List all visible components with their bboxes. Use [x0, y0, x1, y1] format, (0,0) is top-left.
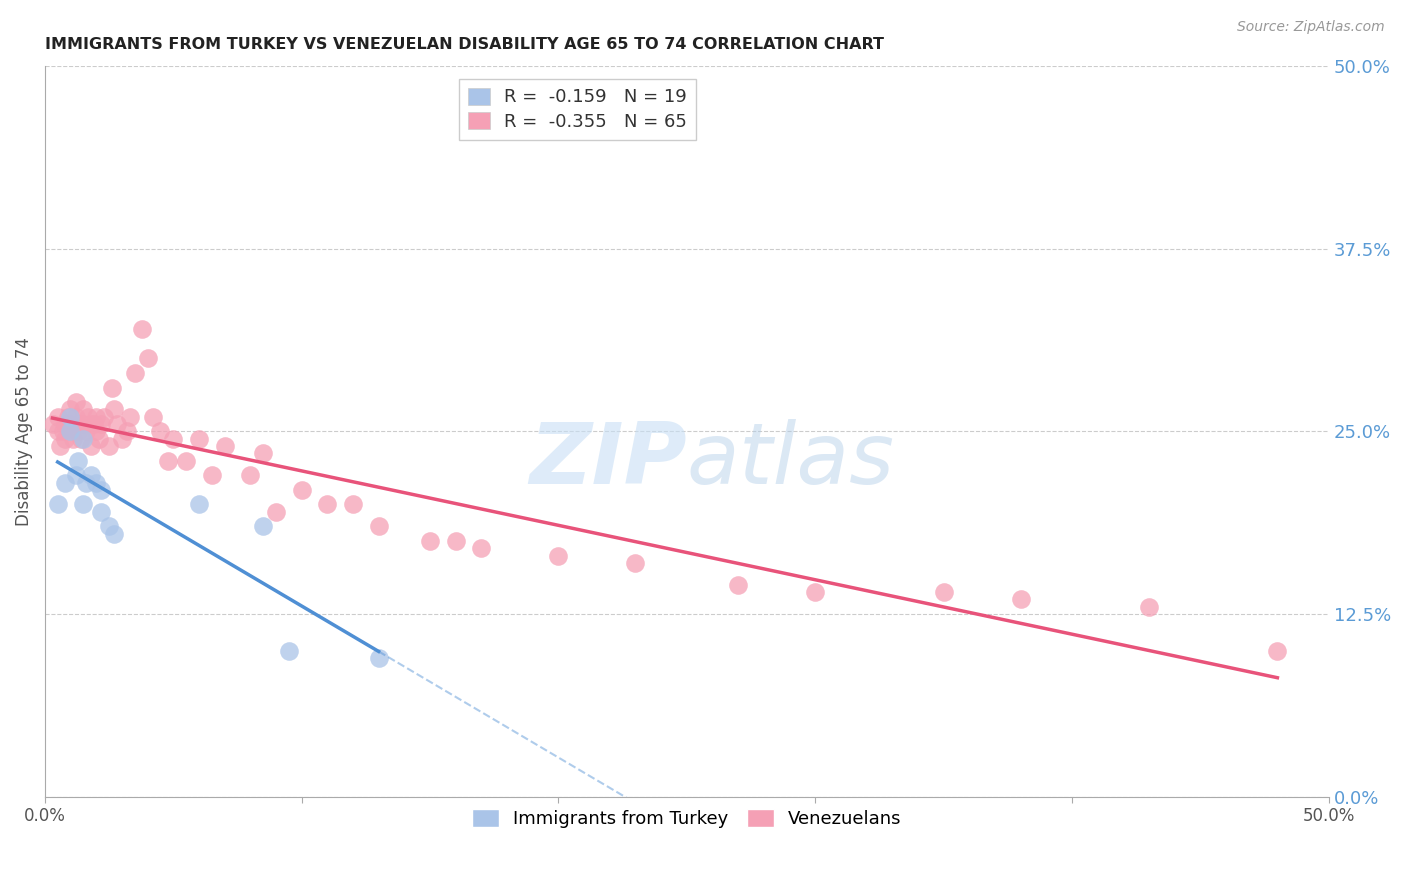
Text: IMMIGRANTS FROM TURKEY VS VENEZUELAN DISABILITY AGE 65 TO 74 CORRELATION CHART: IMMIGRANTS FROM TURKEY VS VENEZUELAN DIS…	[45, 37, 884, 53]
Point	[83, 417, 105, 431]
Point	[72, 417, 94, 431]
Point	[98, 519, 121, 533]
Point	[59, 409, 82, 424]
Point	[65, 395, 87, 409]
Point	[90, 417, 112, 431]
Point	[46, 498, 69, 512]
Point	[84, 475, 107, 490]
Point	[367, 651, 389, 665]
Point	[67, 453, 90, 467]
Point	[67, 425, 90, 439]
Point	[157, 453, 180, 467]
Point	[367, 519, 389, 533]
Point	[201, 468, 224, 483]
Point	[103, 402, 125, 417]
Point	[59, 402, 82, 417]
Legend: Immigrants from Turkey, Venezuelans: Immigrants from Turkey, Venezuelans	[464, 802, 908, 835]
Point	[932, 585, 955, 599]
Point	[80, 468, 103, 483]
Point	[59, 425, 82, 439]
Point	[1137, 599, 1160, 614]
Point	[187, 432, 209, 446]
Point	[69, 432, 91, 446]
Point	[65, 409, 87, 424]
Point	[52, 425, 75, 439]
Point	[252, 446, 274, 460]
Point	[46, 425, 69, 439]
Text: ZIP: ZIP	[529, 419, 686, 502]
Point	[90, 483, 112, 497]
Point	[444, 533, 467, 548]
Point	[239, 468, 262, 483]
Point	[115, 425, 138, 439]
Point	[62, 432, 84, 446]
Point	[142, 409, 165, 424]
Point	[105, 417, 128, 431]
Point	[67, 417, 90, 431]
Point	[342, 498, 364, 512]
Point	[90, 505, 112, 519]
Point	[277, 643, 299, 657]
Point	[53, 432, 76, 446]
Point	[252, 519, 274, 533]
Point	[87, 432, 110, 446]
Point	[65, 468, 87, 483]
Point	[56, 409, 79, 424]
Y-axis label: Disability Age 65 to 74: Disability Age 65 to 74	[15, 337, 32, 525]
Text: atlas: atlas	[686, 419, 894, 502]
Point	[72, 498, 94, 512]
Point	[103, 526, 125, 541]
Point	[80, 439, 103, 453]
Point	[46, 409, 69, 424]
Point	[187, 498, 209, 512]
Point	[59, 425, 82, 439]
Point	[80, 417, 103, 431]
Point	[1010, 592, 1032, 607]
Point	[84, 425, 107, 439]
Point	[162, 432, 184, 446]
Point	[470, 541, 492, 556]
Text: Source: ZipAtlas.com: Source: ZipAtlas.com	[1237, 20, 1385, 34]
Point	[419, 533, 441, 548]
Point	[75, 475, 97, 490]
Point	[111, 432, 134, 446]
Point	[131, 322, 153, 336]
Point	[53, 475, 76, 490]
Point	[264, 505, 287, 519]
Point	[291, 483, 314, 497]
Point	[1267, 643, 1289, 657]
Point	[49, 439, 72, 453]
Point	[77, 409, 100, 424]
Point	[174, 453, 197, 467]
Point	[59, 417, 82, 431]
Point	[75, 425, 97, 439]
Point	[72, 432, 94, 446]
Point	[136, 351, 159, 366]
Point	[72, 402, 94, 417]
Point	[624, 556, 647, 570]
Point	[41, 417, 63, 431]
Point	[100, 380, 122, 394]
Point	[53, 417, 76, 431]
Point	[316, 498, 339, 512]
Point	[149, 425, 172, 439]
Point	[547, 549, 569, 563]
Point	[93, 409, 115, 424]
Point	[118, 409, 141, 424]
Point	[214, 439, 236, 453]
Point	[727, 578, 749, 592]
Point	[98, 439, 121, 453]
Point	[84, 409, 107, 424]
Point	[804, 585, 827, 599]
Point	[124, 366, 146, 380]
